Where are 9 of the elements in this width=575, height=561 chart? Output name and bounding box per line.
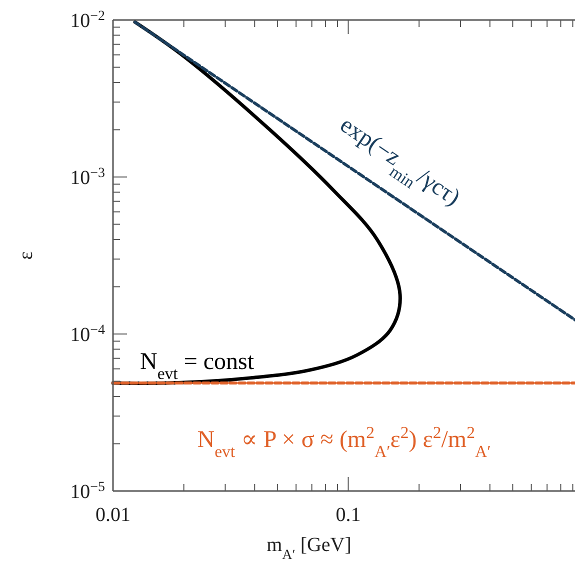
- y-axis-title: ε: [15, 251, 37, 260]
- x-axis-title: m$_{A′}$ [GeV]: [266, 534, 352, 561]
- x-tick-label: 0.01: [96, 504, 130, 526]
- x-tick-label: 0.1: [336, 504, 361, 526]
- y-tick-label: 10$^{−3}$: [70, 166, 105, 189]
- y-tick-label: 10$^{−2}$: [70, 8, 105, 32]
- y-tick-label: 10$^{−5}$: [70, 480, 105, 503]
- annotation: N$_{evt}$ = const: [140, 349, 254, 383]
- y-tick-label: 10$^{−4}$: [70, 322, 105, 346]
